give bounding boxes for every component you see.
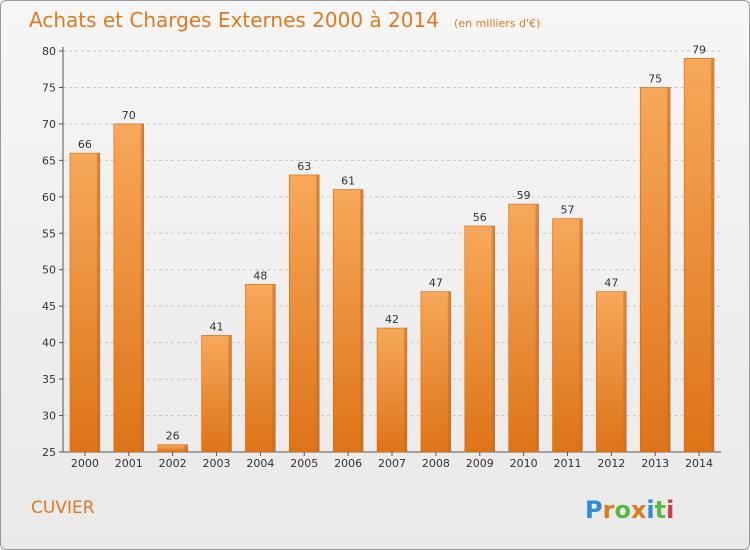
bar-value-label: 70 <box>122 109 136 122</box>
bar-2006 <box>332 189 364 453</box>
x-tick-label: 2012 <box>597 457 625 470</box>
bar-value-label: 41 <box>210 320 224 333</box>
x-tick-label: 2011 <box>553 457 581 470</box>
bar-2009 <box>464 225 495 453</box>
bar-2005 <box>289 174 320 453</box>
bar-2014 <box>683 57 715 453</box>
bar-2007 <box>376 327 408 453</box>
logo-letter: i <box>646 496 654 524</box>
bar-shade-2010 <box>535 204 539 452</box>
proxiti-logo: Proxiti <box>585 496 674 524</box>
bar-shade-2003 <box>228 335 232 452</box>
chart-title-main: Achats et Charges Externes 2000 à 2014 <box>29 8 439 32</box>
x-tick-label: 2008 <box>422 457 450 470</box>
y-tick-label: 25 <box>42 446 56 459</box>
bar-value-label: 75 <box>648 72 662 85</box>
bar-2013 <box>639 87 671 453</box>
x-tick-label: 2005 <box>290 457 318 470</box>
x-tick-label: 2013 <box>641 457 669 470</box>
y-tick-label: 35 <box>42 373 56 386</box>
bar-value-label: 79 <box>692 43 706 56</box>
bar-shade-2013 <box>667 87 671 453</box>
chart-title-unit: (en milliers d'€) <box>454 17 540 30</box>
bar-value-label: 42 <box>385 313 399 326</box>
bar-2004 <box>245 284 276 453</box>
bar-shade-2005 <box>316 174 320 453</box>
x-tick-label: 2010 <box>510 457 538 470</box>
bar-shade-2000 <box>96 153 100 452</box>
commune-name: CUVIER <box>31 498 95 518</box>
y-tick-label: 80 <box>42 45 56 58</box>
bar-value-label: 66 <box>78 138 92 151</box>
bar-shade-2008 <box>447 291 451 452</box>
bar-value-label: 61 <box>341 175 355 188</box>
logo-letter: P <box>585 496 603 524</box>
bar-2002 <box>157 444 188 453</box>
bar-shade-2001 <box>140 123 144 452</box>
bars: 66 70 26 41 48 63 61 42 47 56 59 57 47 75 79 <box>69 43 715 453</box>
bar-shade-2002 <box>184 444 188 452</box>
logo-letter: i <box>666 496 674 524</box>
bar-2008 <box>420 291 452 453</box>
bar-value-label: 63 <box>297 160 311 173</box>
bar-shade-2014 <box>710 58 714 453</box>
bar-value-label: 56 <box>473 211 487 224</box>
x-tick-label: 2009 <box>466 457 494 470</box>
x-tick-label: 2007 <box>378 457 406 470</box>
bar-shade-2006 <box>360 189 364 452</box>
logo-letter: o <box>614 496 631 524</box>
y-tick-label: 30 <box>42 410 56 423</box>
y-tick-label: 60 <box>42 191 56 204</box>
bar-value-label: 48 <box>253 269 267 282</box>
x-tick-label: 2003 <box>203 457 231 470</box>
logo-letter: x <box>631 496 647 524</box>
y-tick-label: 70 <box>42 118 56 131</box>
bar-2000 <box>69 152 101 453</box>
bar-2012 <box>596 291 627 453</box>
y-tick-label: 45 <box>42 300 56 313</box>
x-tick-label: 2002 <box>159 457 187 470</box>
bar-shade-2007 <box>403 328 407 452</box>
y-tick-label: 55 <box>42 227 56 240</box>
bar-value-label: 26 <box>166 430 180 443</box>
bar-2001 <box>113 123 145 453</box>
bar-2010 <box>508 203 539 453</box>
logo-letter: t <box>655 496 666 524</box>
bar-2011 <box>552 218 583 453</box>
bar-shade-2009 <box>491 225 495 452</box>
bar-value-label: 59 <box>517 189 531 202</box>
bar-shade-2011 <box>579 218 583 452</box>
x-tick-label: 2006 <box>334 457 362 470</box>
y-tick-label: 65 <box>42 154 56 167</box>
x-tick-label: 2000 <box>71 457 99 470</box>
bar-value-label: 57 <box>560 204 574 217</box>
chart-title: Achats et Charges Externes 2000 à 2014 (… <box>29 8 540 32</box>
bar-2003 <box>201 335 232 453</box>
x-tick-label: 2004 <box>246 457 274 470</box>
x-tick-label: 2001 <box>115 457 143 470</box>
bar-value-label: 47 <box>604 277 618 290</box>
y-tick-label: 50 <box>42 264 56 277</box>
x-tick-label: 2014 <box>685 457 713 470</box>
y-tick-label: 40 <box>42 337 56 350</box>
logo-letter: r <box>603 496 615 524</box>
bar-shade-2004 <box>272 284 276 452</box>
bar-shade-2012 <box>623 291 627 452</box>
y-tick-label: 75 <box>42 81 56 94</box>
bar-value-label: 47 <box>429 277 443 290</box>
